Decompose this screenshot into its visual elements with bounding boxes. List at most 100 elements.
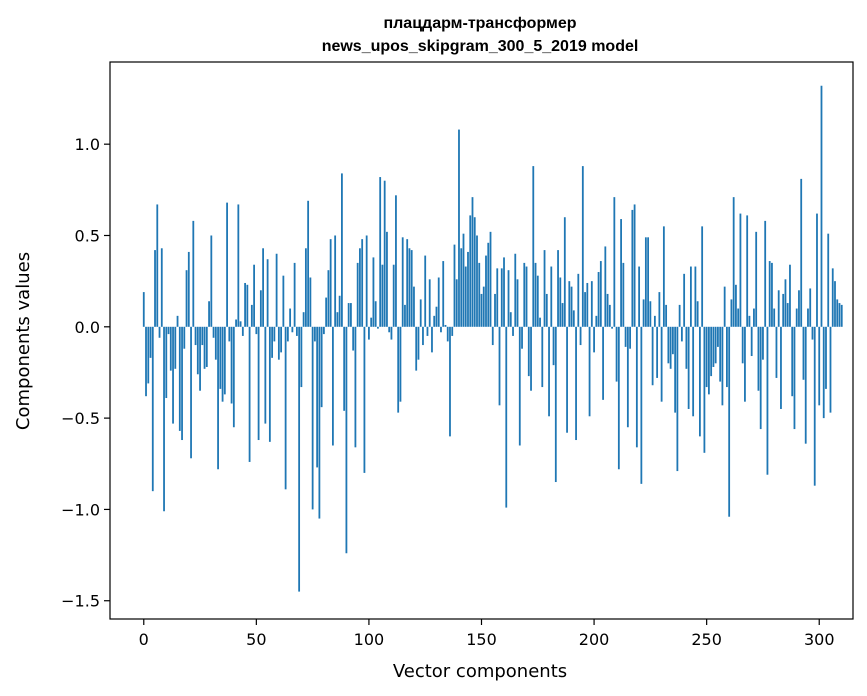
bar-147 [473,217,476,327]
bar-106 [381,264,384,327]
bar-103 [374,301,377,327]
bar-265 [739,213,742,327]
bar-306 [831,268,834,327]
bar-161 [505,326,508,508]
bar-262 [732,197,735,327]
bar-198 [588,326,591,417]
bar-247 [699,326,701,437]
bar-121 [415,326,418,371]
bar-242 [687,326,690,409]
bar-50 [255,326,258,335]
bar-269 [748,315,751,327]
bar-112 [395,195,397,327]
bar-120 [413,286,415,327]
bar-56 [268,326,271,442]
bar-10 [165,326,168,399]
bar-132 [440,326,442,333]
bar-302 [822,326,825,419]
bar-287 [789,264,791,327]
bar-41 [235,319,237,327]
bar-180 [548,326,550,417]
bar-280 [773,308,776,327]
bar-135 [446,326,449,342]
bar-298 [813,326,816,486]
bar-206 [606,293,609,327]
bar-235 [671,326,674,355]
bar-105 [379,177,382,327]
bar-130 [435,306,438,327]
bar-116 [404,304,406,327]
bar-159 [500,268,503,327]
bar-145 [469,215,472,327]
bar-35 [221,326,224,402]
bar-139 [455,279,458,327]
bar-110 [390,326,393,340]
bar-96 [359,248,361,327]
bar-263 [735,284,737,327]
bar-209 [613,197,616,327]
bar-3 [149,326,152,358]
x-tick-label: 250 [691,630,722,649]
y-tick-label: −1.5 [61,592,100,611]
bar-231 [662,226,665,327]
bar-277 [766,326,769,475]
bar-215 [626,326,629,428]
bar-108 [386,231,388,327]
bar-39 [230,326,233,404]
bar-255 [717,326,719,347]
bar-44 [241,326,244,336]
bar-118 [408,248,411,327]
bar-83 [329,239,332,327]
bar-101 [370,317,373,327]
bar-16 [178,326,181,431]
bar-227 [653,315,656,327]
bar-307 [834,281,836,327]
bar-140 [458,129,460,327]
bar-248 [701,226,704,327]
bar-123 [419,299,422,327]
y-tick-label: 0.5 [75,226,100,245]
bar-97 [361,239,364,327]
bar-133 [442,261,445,327]
bar-271 [753,308,755,327]
bar-228 [656,326,659,378]
bar-75 [311,326,314,510]
bar-79 [320,326,323,408]
bar-244 [692,326,695,417]
bar-222 [642,299,645,327]
bar-67 [293,262,296,327]
bar-14 [174,326,177,369]
bar-138 [453,244,456,327]
bar-21 [190,326,192,459]
bar-241 [685,326,688,369]
bar-49 [253,264,255,327]
bar-8 [160,248,163,327]
bar-197 [586,282,589,327]
bar-27 [203,326,206,369]
bar-64 [286,326,289,342]
bar-249 [703,326,706,453]
bar-129 [433,315,436,327]
bar-266 [741,326,744,364]
bar-288 [791,326,794,397]
bar-245 [694,266,697,327]
bar-299 [816,213,818,327]
bar-216 [629,326,631,349]
bar-233 [667,326,670,364]
bar-47 [248,326,251,462]
bar-7 [158,326,161,338]
bar-94 [354,326,357,448]
bar-236 [674,326,677,413]
y-tick-label: −0.5 [61,409,100,428]
bar-91 [347,303,350,327]
bar-219 [635,326,638,448]
bar-191 [572,310,575,327]
bar-13 [172,326,174,424]
bar-37 [226,202,228,327]
bar-146 [471,197,474,327]
bar-310 [840,304,843,327]
bar-272 [755,231,758,327]
bar-54 [264,326,267,424]
bar-232 [665,304,668,327]
bar-48 [250,304,253,327]
